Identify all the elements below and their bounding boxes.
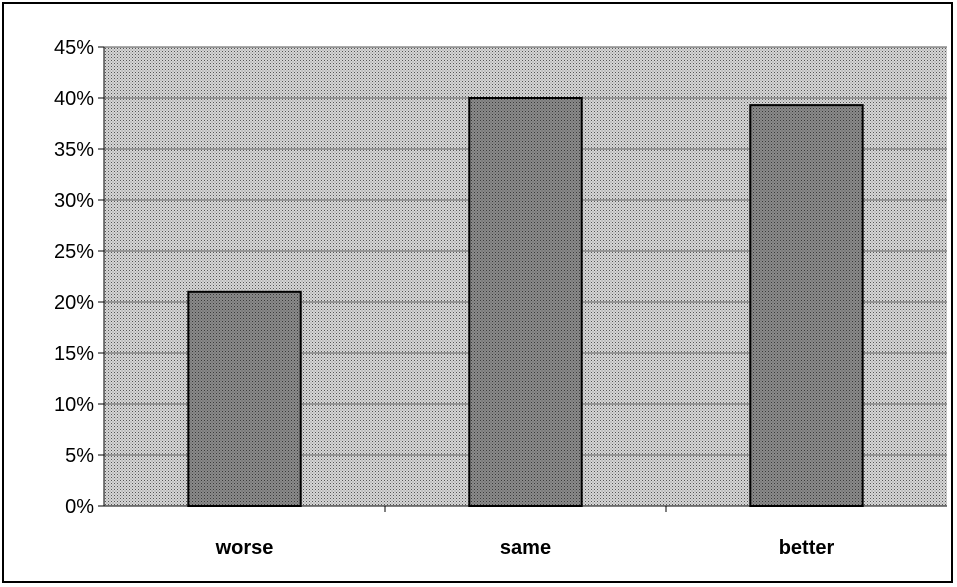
y-tick-label: 25%: [54, 241, 94, 263]
bar-same: [468, 97, 583, 507]
y-tick-label: 35%: [54, 139, 94, 161]
x-category-label: same: [500, 537, 551, 559]
y-tick-label: 0%: [65, 496, 94, 518]
y-tick-label: 40%: [54, 88, 94, 110]
y-tick-label: 30%: [54, 190, 94, 212]
x-category-label: worse: [215, 537, 274, 559]
y-tick-label: 15%: [54, 343, 94, 365]
y-tick-label: 10%: [54, 394, 94, 416]
bar-better: [749, 104, 864, 507]
y-tick-label: 20%: [54, 292, 94, 314]
bars: [187, 97, 864, 507]
bar-worse: [187, 290, 302, 507]
y-tick-label: 45%: [54, 37, 94, 59]
y-tick-label: 5%: [65, 445, 94, 467]
y-axis: 0% 5% 10% 15% 20% 25% 30% 35% 40% 45%: [54, 37, 105, 518]
x-category-label: better: [779, 537, 835, 559]
x-axis: worse same better: [104, 505, 947, 559]
